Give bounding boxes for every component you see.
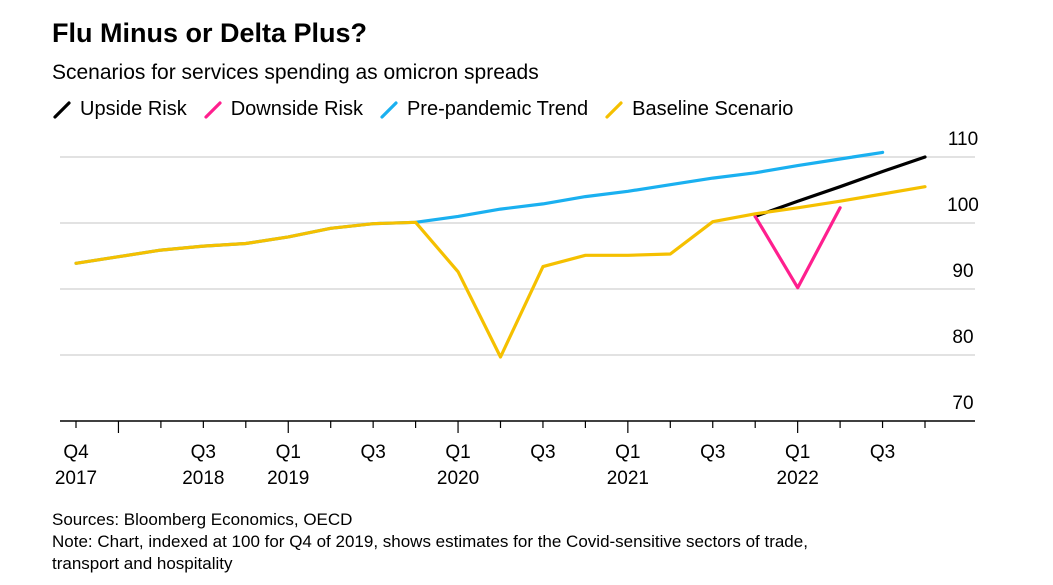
y-axis-labels: 70 80 90 100 110	[947, 129, 979, 414]
x-tick-label-quarter: Q3	[191, 442, 216, 463]
series-line-baseline-scenario	[74, 185, 927, 359]
legend-label: Downside Risk	[230, 98, 363, 120]
sources-text: Sources: Bloomberg Economics, OECD	[52, 510, 353, 529]
x-tick-label-quarter: Q1	[615, 442, 640, 463]
legend-item: Baseline Scenario	[604, 98, 793, 121]
legend-swatch	[204, 100, 222, 119]
legend-label: Upside Risk	[80, 98, 187, 120]
legend-item: Pre-pandemic Trend	[379, 98, 588, 121]
x-tick-label-quarter: Q3	[360, 442, 385, 463]
y-tick-label: 110	[948, 129, 978, 150]
legend-swatch	[53, 100, 71, 119]
gridlines	[60, 156, 975, 356]
y-tick-label: 70	[952, 393, 973, 414]
x-tick-label-year: 2021	[607, 468, 649, 489]
x-tick-label-year: 2022	[777, 468, 819, 489]
note-text-line-2: transport and hospitality	[52, 554, 233, 573]
legend-label: Baseline Scenario	[632, 98, 794, 120]
series-lines	[74, 150, 927, 359]
legend-swatch	[380, 100, 398, 119]
chart-title: Flu Minus or Delta Plus?	[52, 18, 368, 48]
series-line-upside-risk	[753, 155, 927, 218]
legend-item: Downside Risk	[203, 98, 363, 121]
x-tick-label-quarter: Q1	[785, 442, 810, 463]
y-tick-label: 80	[952, 327, 973, 348]
x-tick-label-quarter: Q3	[530, 442, 555, 463]
x-tick-label-year: 2018	[182, 468, 224, 489]
y-tick-label: 90	[952, 261, 973, 282]
x-tick-label-quarter: Q4	[63, 442, 89, 463]
x-axis-labels: Q4 2017 Q3 2018 Q1 2019 Q3 Q1 2020 Q3 Q1 2021 Q3 Q1 20…	[55, 442, 895, 489]
legend-swatch	[605, 100, 623, 119]
x-axis	[60, 420, 975, 433]
legend: Upside Risk Downside Risk Pre-pandemic Tre…	[52, 98, 809, 121]
chart-subtitle: Scenarios for services spending as omicr…	[52, 61, 539, 84]
series-line-downside-risk	[753, 206, 842, 290]
x-tick-label-year: 2020	[437, 468, 479, 489]
x-tick-label-quarter: Q3	[870, 442, 895, 463]
x-tick-label-quarter: Q1	[445, 442, 470, 463]
x-tick-label-year: 2017	[55, 468, 97, 489]
x-tick-label-quarter: Q3	[700, 442, 725, 463]
note-text-line-1: Note: Chart, indexed at 100 for Q4 of 20…	[52, 532, 808, 551]
footer-notes: Sources: Bloomberg Economics, OECD Note:…	[52, 509, 1012, 575]
legend-item: Upside Risk	[52, 98, 187, 121]
x-tick-label-year: 2019	[267, 468, 309, 489]
y-tick-label: 100	[947, 195, 979, 216]
x-tick-label-quarter: Q1	[276, 442, 301, 463]
legend-label: Pre-pandemic Trend	[406, 98, 589, 120]
